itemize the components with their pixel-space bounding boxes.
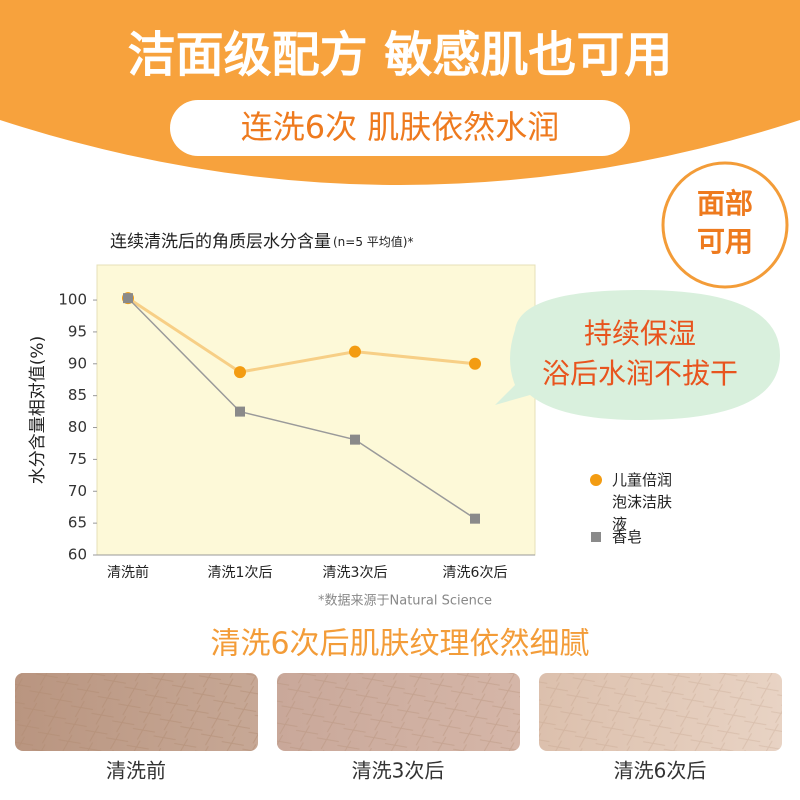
photo-texture (15, 673, 258, 751)
badge-text: 可用 (697, 225, 753, 258)
data-point (350, 434, 360, 445)
x-tick-label: 清洗6次后 (443, 565, 508, 581)
data-point (470, 513, 480, 524)
x-tick-label: 清洗3次后 (323, 565, 388, 581)
chart-title-main: 连续清洗后的角质层水分含量 (110, 232, 331, 252)
plot-area (96, 264, 536, 556)
header-title: 洁面级配方 敏感肌也可用 (128, 27, 673, 83)
chart-title-note: (n=5 平均值)* (333, 234, 413, 249)
y-tick-label: 100 (58, 291, 87, 309)
badge (661, 161, 789, 289)
y-tick-label: 80 (68, 418, 87, 436)
legend-marker (591, 532, 601, 542)
x-tick-label: 清洗前 (107, 564, 149, 581)
callout-text: 浴后水润不拔干 (542, 357, 738, 390)
header-subtitle: 连洗6次 肌肤依然水润 (241, 108, 560, 146)
y-tick-label: 85 (68, 386, 87, 404)
photo-caption: 清洗6次后 (614, 759, 707, 783)
y-tick-label: 75 (68, 450, 87, 468)
legend-marker (590, 474, 602, 486)
photo-texture (539, 673, 782, 751)
photo-caption: 清洗前 (106, 759, 166, 783)
legend-label: 香皂 (612, 528, 643, 546)
series-line (127, 297, 476, 520)
y-tick-label: 95 (68, 322, 87, 340)
series-line (127, 296, 476, 374)
x-tick-label: 清洗1次后 (208, 565, 273, 581)
y-tick-label: 65 (68, 514, 87, 532)
skin-photos (15, 673, 782, 751)
callout-bubble (495, 290, 780, 420)
photo-texture (277, 673, 520, 751)
badge-text: 面部 (697, 187, 753, 220)
y-tick-label: 70 (68, 482, 87, 500)
y-axis-label: 水分含量相对值(%) (28, 336, 48, 484)
data-point (235, 406, 245, 417)
callout-text: 持续保湿 (584, 317, 696, 350)
chart: 连续清洗后的角质层水分含量 (n=5 平均值)* 水分含量相对值(%) 60 65 70 7… (28, 232, 602, 609)
data-point (469, 357, 481, 370)
data-point (349, 345, 361, 358)
subtitle-pill (170, 100, 630, 156)
data-point (234, 366, 246, 379)
legend-label: 儿童倍润泡沫洁肤液 (612, 471, 673, 533)
photo-caption: 清洗3次后 (352, 759, 445, 783)
y-tick-label: 90 (68, 354, 87, 372)
data-point (123, 293, 133, 304)
source-note: *数据来源于Natural Science (318, 594, 492, 609)
chart-title: 连续清洗后的角质层水分含量 (n=5 平均值)* (110, 232, 413, 252)
y-tick-label: 60 (68, 546, 87, 564)
section-title: 清洗6次后肌肤纹理依然细腻 (210, 627, 589, 662)
